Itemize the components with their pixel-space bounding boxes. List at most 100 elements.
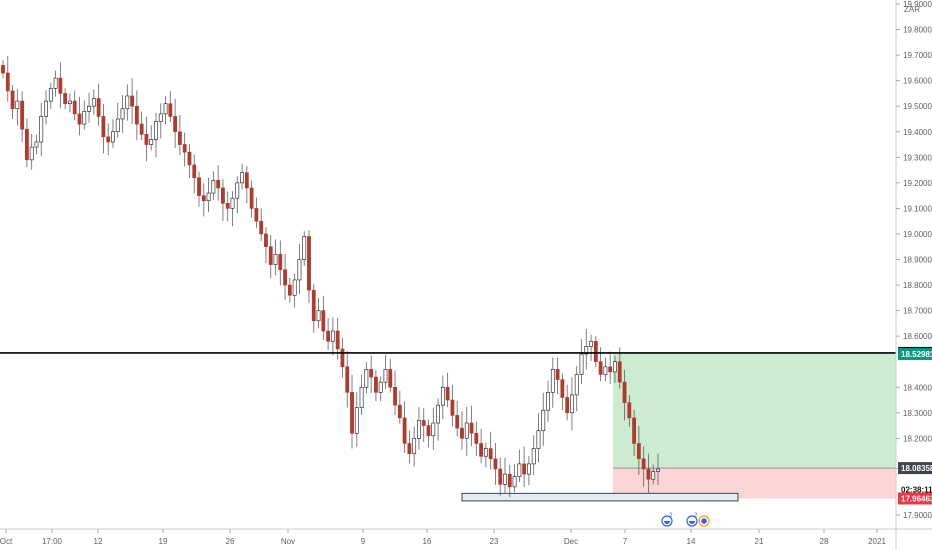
candle-body <box>584 346 589 355</box>
candle-body <box>278 254 283 271</box>
economic-event-icon[interactable] <box>698 515 710 527</box>
candle <box>469 405 474 447</box>
candle-body <box>493 458 498 470</box>
candle <box>560 373 565 411</box>
candle-body <box>34 141 39 148</box>
candle <box>316 297 321 329</box>
candle-body <box>374 376 378 393</box>
candle <box>244 166 249 204</box>
candle <box>44 90 48 125</box>
candle-body <box>197 177 201 196</box>
candle <box>268 234 273 279</box>
candle-body <box>469 422 474 434</box>
candle <box>617 347 622 389</box>
candle-body <box>388 369 393 388</box>
candle <box>464 407 469 456</box>
candle-body <box>134 105 139 125</box>
candle <box>144 116 149 162</box>
candle <box>192 154 197 194</box>
candle <box>550 357 555 408</box>
candle-body <box>87 105 91 112</box>
event-half <box>689 521 695 524</box>
candle-body <box>273 254 278 265</box>
candle-body <box>101 116 106 138</box>
candle <box>402 401 407 453</box>
candle-body <box>302 236 307 260</box>
candle <box>440 375 445 420</box>
candle-body <box>608 366 613 373</box>
candle <box>53 70 58 97</box>
candle <box>187 144 192 179</box>
candle-body <box>149 139 154 145</box>
candle-body <box>211 179 216 194</box>
candle-body <box>369 369 374 378</box>
candle-body <box>182 144 187 153</box>
candle-body <box>297 259 302 281</box>
candle <box>555 357 560 394</box>
x-tick-label: 12 <box>94 537 103 546</box>
x-tick-label: 19 <box>159 537 168 546</box>
candle-body <box>354 407 359 434</box>
candle <box>417 407 421 450</box>
candle-body <box>632 417 636 444</box>
candle-body <box>593 340 598 363</box>
candle <box>359 374 364 415</box>
candle-body <box>627 402 632 419</box>
candle-body <box>63 93 68 104</box>
candle <box>460 411 464 450</box>
price-axis[interactable]: 19.90000 19.80000 19.70000 19.60000 19.50000… <box>896 0 932 520</box>
candle-body <box>527 463 531 475</box>
candle-body <box>48 88 53 102</box>
candle-body <box>25 128 29 161</box>
candle-body <box>531 448 536 465</box>
candle <box>488 431 493 470</box>
candle-body <box>10 90 15 110</box>
candle-body <box>426 425 431 437</box>
plot-area[interactable] <box>0 56 896 502</box>
candle <box>369 355 374 393</box>
candle-body <box>82 111 87 125</box>
candle <box>149 125 154 151</box>
candle <box>302 231 307 267</box>
y-tick-label: 18.20000 <box>903 434 932 443</box>
price-tag-bg <box>898 492 932 505</box>
candle <box>139 111 144 141</box>
candle <box>636 425 641 476</box>
candle-body <box>330 330 335 342</box>
candle-body <box>311 289 316 322</box>
candle <box>125 84 130 121</box>
candle-body <box>287 284 292 296</box>
candle-body <box>641 458 646 470</box>
price-tag-bg <box>898 483 932 496</box>
y-tick-label: 18.90000 <box>903 256 932 265</box>
candle <box>517 449 522 483</box>
candle-body <box>440 386 445 406</box>
y-tick-label: 19.10000 <box>903 204 932 213</box>
candle <box>221 179 225 221</box>
price-tag-bg <box>898 462 932 475</box>
candle-body <box>503 473 507 485</box>
economic-event-icon[interactable]: 2 <box>686 513 698 527</box>
candle <box>225 191 230 222</box>
candle <box>292 273 297 308</box>
candle <box>163 95 168 125</box>
candle <box>34 134 39 155</box>
price-tag-label: 02:38:11 <box>901 485 932 494</box>
candle-body <box>488 448 493 460</box>
candle <box>527 456 531 486</box>
economic-event-icon[interactable]: 2 <box>661 513 673 527</box>
candle <box>541 392 546 446</box>
demand-zone-box[interactable] <box>461 492 739 502</box>
candle-body <box>292 279 297 296</box>
candle <box>158 103 163 139</box>
candle <box>87 92 91 123</box>
y-tick-label: 19.60000 <box>903 77 932 86</box>
candle <box>512 464 517 493</box>
time-axis[interactable]: Oct 17:00 12 19 26 Nov 9 16 23 Dec 7 14 21 28 2021 <box>0 529 886 546</box>
candle <box>82 100 87 130</box>
candle <box>68 93 72 113</box>
y-tick-label: 18.80000 <box>903 281 932 290</box>
x-tick-label: 23 <box>490 537 499 546</box>
